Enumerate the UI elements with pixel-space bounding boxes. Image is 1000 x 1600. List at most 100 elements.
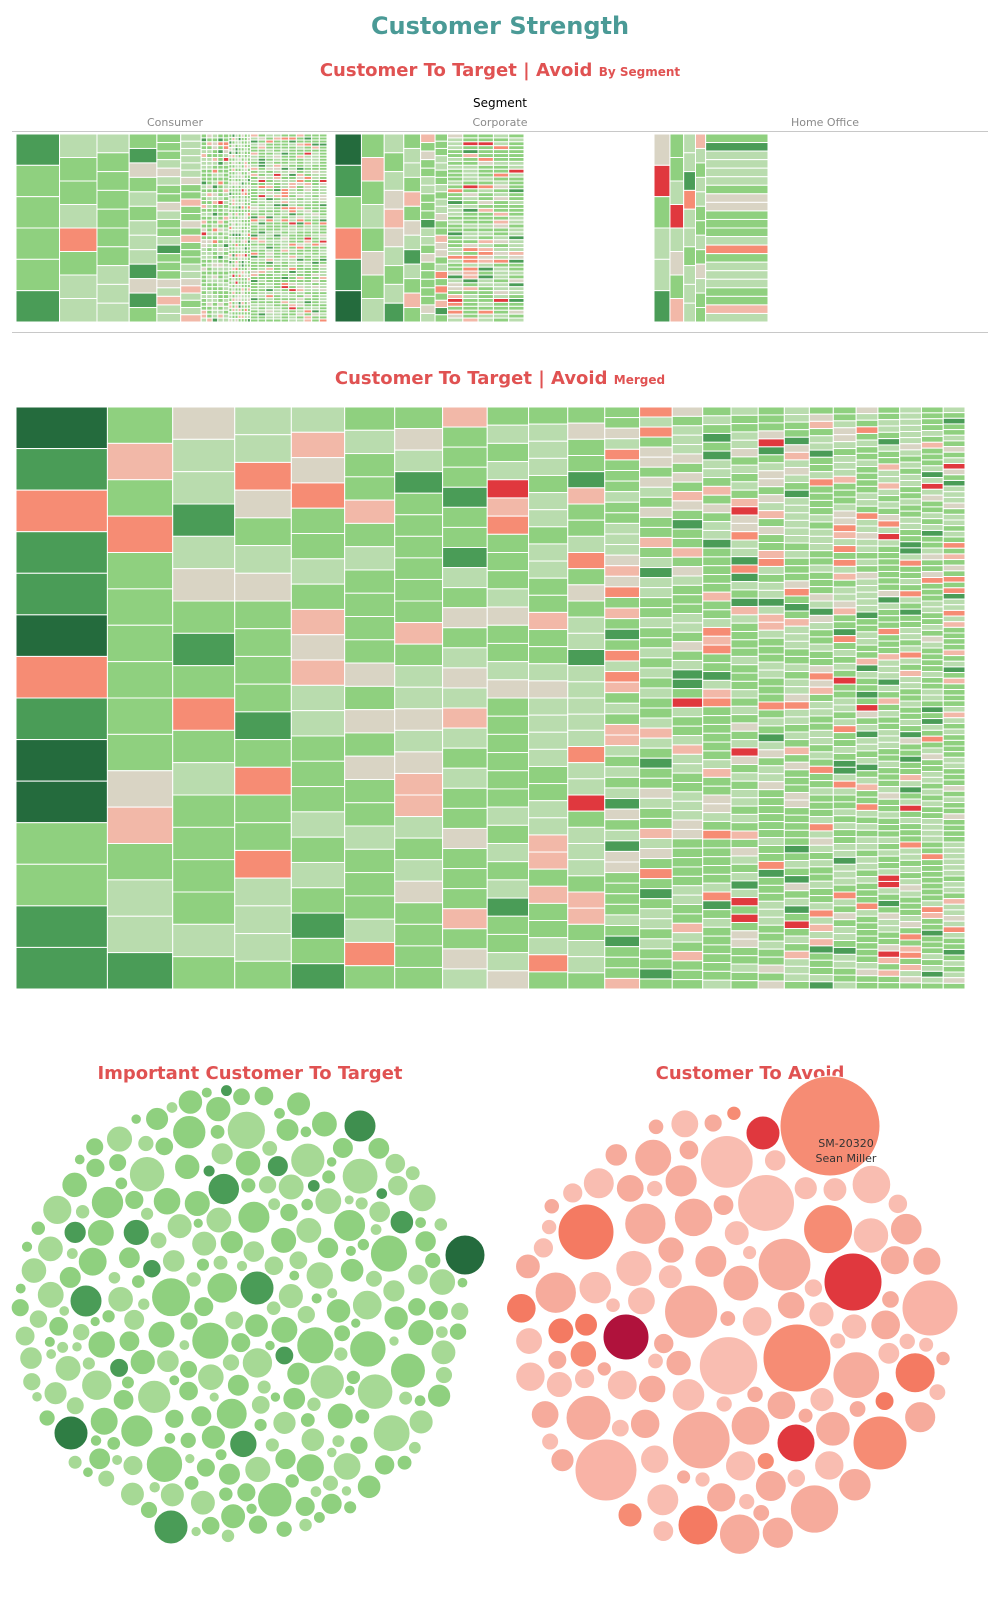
- avoid-bubble: [881, 1290, 900, 1309]
- avoid-bubble: [894, 1352, 936, 1394]
- avoid-bubble: [640, 1444, 670, 1474]
- avoid-bubble: [763, 1149, 787, 1172]
- avoid-bubble: [699, 1134, 754, 1189]
- avoid-bubble: [565, 1394, 612, 1441]
- avoid-bubble: [823, 1252, 883, 1312]
- avoid-bubble: [730, 1405, 771, 1446]
- avoid-bubble: [832, 1351, 881, 1399]
- avoid-bubble: [838, 1468, 872, 1502]
- avoid-bubble: [694, 1244, 728, 1278]
- avoid-bubble: [541, 1432, 560, 1451]
- avoid-bubble: [754, 1470, 787, 1502]
- avoid-bubble: [803, 1278, 824, 1298]
- avoid-bubble: [677, 1504, 719, 1546]
- segment-title-sub: By Segment: [598, 65, 681, 79]
- avoid-bubble: [745, 1115, 781, 1151]
- avoid-bubble: [610, 1418, 630, 1438]
- avoid-bubble: [646, 1483, 680, 1517]
- avoid-bubble: [889, 1212, 923, 1246]
- avoid-bubble: [673, 1197, 714, 1238]
- avoid-bubble: [726, 1105, 742, 1121]
- avoid-bubble: [822, 1177, 848, 1202]
- consumer-treemap-cell: [15, 290, 61, 323]
- avoid-bubble: [647, 1352, 664, 1370]
- avoid-bubble: [646, 1179, 664, 1198]
- avoid-bubble: [752, 1504, 771, 1522]
- avoid-bubble: [550, 1448, 575, 1473]
- avoid-bubble: [766, 1390, 797, 1421]
- avoid-bubble: [887, 1193, 909, 1215]
- avoid-bubble: [515, 1253, 541, 1280]
- corporate-treemap-cell: [334, 164, 362, 198]
- avoid-bubble: [615, 1249, 653, 1288]
- avoid-bubble: [657, 1264, 683, 1290]
- corporate-treemap-cell: [508, 317, 525, 323]
- avoid-bubble: [569, 1340, 598, 1368]
- avoid-bubble: [678, 1139, 700, 1161]
- avoid-bubble: [712, 1194, 735, 1216]
- avoid-bubble: [874, 1391, 895, 1412]
- avoid-bubble: [617, 1502, 643, 1528]
- avoid-bubble: [665, 1349, 692, 1377]
- avoid-bubble: [719, 1310, 737, 1327]
- avoid-bubble: [547, 1349, 568, 1370]
- avoid-bubble: [515, 1327, 544, 1355]
- avoid-bubble: [676, 1469, 692, 1485]
- avoid-bubble: [852, 1217, 890, 1254]
- avoid-bubble: [901, 1279, 959, 1337]
- avoid-bubble: [742, 1244, 758, 1261]
- avoid-bubble: [694, 1471, 711, 1488]
- avoid-bubble: [741, 1306, 773, 1337]
- avoid-bubble: [653, 1332, 675, 1355]
- avoid-bubble: [637, 1374, 667, 1404]
- avoid-bubble: [671, 1378, 706, 1412]
- avoid-bubble: [545, 1370, 573, 1399]
- avoid-bubble: [534, 1271, 577, 1314]
- avoid-bubble: [574, 1312, 598, 1337]
- segment-column-corporate: Corporate: [472, 116, 528, 129]
- segment-header-divider: [12, 131, 988, 132]
- segment-column-home-office: Home Office: [790, 116, 860, 129]
- avoid-bubble: [718, 1513, 761, 1555]
- avoid-bubble: [746, 1385, 764, 1404]
- avoid-bubble: [602, 1313, 650, 1361]
- avoid-bubble: [912, 1246, 942, 1276]
- avoid-bubble: [851, 1164, 892, 1205]
- avoid-bubble: [879, 1245, 910, 1276]
- avoid-bubble: [722, 1264, 760, 1302]
- avoid-bubble: [779, 1075, 881, 1177]
- avoid-bubble: [578, 1270, 613, 1305]
- avoid-bubble: [793, 1176, 818, 1201]
- avoid-bubble: [657, 1236, 685, 1264]
- avoid-bubble: [715, 1395, 733, 1413]
- avoid-bubble: [756, 1451, 775, 1471]
- corporate-treemap-cell: [334, 258, 362, 292]
- segment-axis-header: Segment: [473, 96, 527, 110]
- avoid-bubble: [557, 1203, 615, 1261]
- avoid-bubble: [652, 1520, 675, 1542]
- avoid-bubble: [596, 1361, 612, 1377]
- avoid-bubble: [543, 1198, 561, 1215]
- avoid-bubble: [848, 1400, 867, 1418]
- avoid-bubble: [737, 1173, 795, 1232]
- avoid-bubble: [840, 1313, 868, 1340]
- avoid-bubble: [904, 1401, 937, 1434]
- corporate-treemap-cell: [334, 290, 362, 323]
- avoid-bubble: [723, 1220, 750, 1247]
- avoid-bubble: [898, 1332, 916, 1351]
- avoid-bubble: [671, 1410, 731, 1470]
- avoid-bubble: [615, 1173, 645, 1203]
- avoid-bubble: [928, 1383, 947, 1402]
- avoid-bubble: [803, 1204, 854, 1255]
- avoid-bubble: [670, 1109, 700, 1139]
- avoid-bubble: [877, 1341, 901, 1365]
- avoid-bubble: [724, 1450, 757, 1482]
- segment-treemap: [15, 133, 769, 323]
- avoid-bubble: [762, 1323, 832, 1393]
- avoid-bubble: [647, 1118, 665, 1136]
- avoid-bubble: [786, 1468, 807, 1488]
- avoid-bubble: [627, 1286, 656, 1316]
- avoid-bubble: [606, 1369, 638, 1401]
- avoid-bubble: [582, 1167, 615, 1200]
